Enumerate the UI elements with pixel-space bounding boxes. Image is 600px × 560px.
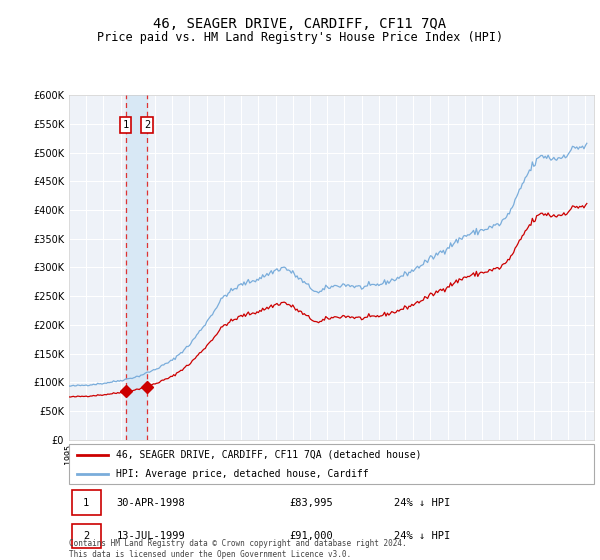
Text: HPI: Average price, detached house, Cardiff: HPI: Average price, detached house, Card… <box>116 469 369 478</box>
Bar <box>125 95 147 440</box>
Text: 46, SEAGER DRIVE, CARDIFF, CF11 7QA (detached house): 46, SEAGER DRIVE, CARDIFF, CF11 7QA (det… <box>116 450 422 460</box>
Text: £91,000: £91,000 <box>290 531 333 541</box>
Text: Price paid vs. HM Land Registry's House Price Index (HPI): Price paid vs. HM Land Registry's House … <box>97 31 503 44</box>
Text: 46, SEAGER DRIVE, CARDIFF, CF11 7QA: 46, SEAGER DRIVE, CARDIFF, CF11 7QA <box>154 16 446 30</box>
Text: 30-APR-1998: 30-APR-1998 <box>116 498 185 507</box>
Text: 24% ↓ HPI: 24% ↓ HPI <box>395 531 451 541</box>
FancyBboxPatch shape <box>69 444 594 484</box>
Text: 1: 1 <box>122 120 129 130</box>
FancyBboxPatch shape <box>71 524 101 548</box>
Text: 24% ↓ HPI: 24% ↓ HPI <box>395 498 451 507</box>
Text: 2: 2 <box>83 531 89 541</box>
Text: 13-JUL-1999: 13-JUL-1999 <box>116 531 185 541</box>
Text: £83,995: £83,995 <box>290 498 333 507</box>
Text: 1: 1 <box>83 498 89 507</box>
FancyBboxPatch shape <box>71 491 101 515</box>
Text: 2: 2 <box>144 120 150 130</box>
Text: Contains HM Land Registry data © Crown copyright and database right 2024.
This d: Contains HM Land Registry data © Crown c… <box>69 539 407 559</box>
